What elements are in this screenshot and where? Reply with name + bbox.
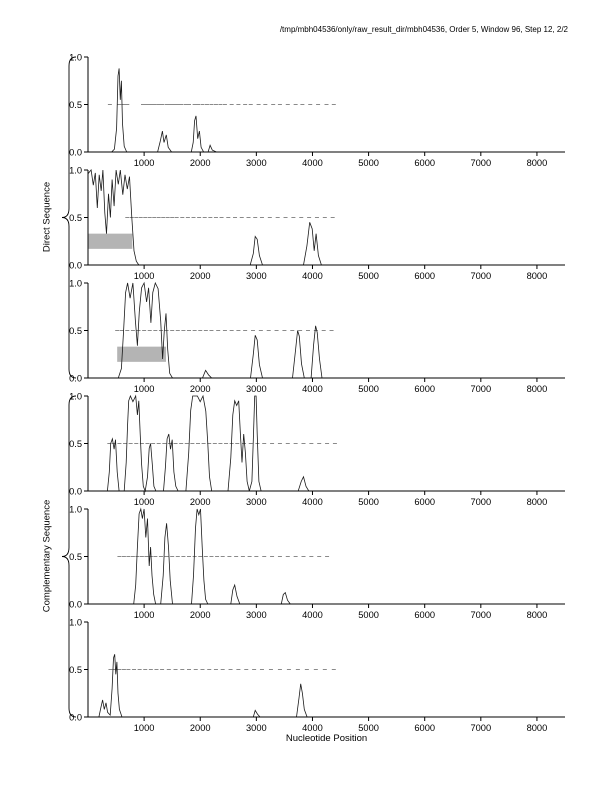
probability-curve xyxy=(88,654,565,718)
x-tick-label: 5000 xyxy=(358,384,379,394)
x-tick-label: 4000 xyxy=(302,723,323,733)
x-tick-label: 6000 xyxy=(414,384,435,394)
x-tick-label: 8000 xyxy=(527,384,548,394)
probability-curve xyxy=(87,169,565,266)
x-tick-label: 2000 xyxy=(190,384,211,394)
probability-curve xyxy=(88,281,565,379)
x-axis-label: Nucleotide Position xyxy=(285,733,368,744)
y-tick-label: 0.0 xyxy=(69,147,82,157)
x-tick-label: 1000 xyxy=(134,497,155,507)
x-tick-label: 7000 xyxy=(470,384,491,394)
x-tick-label: 3000 xyxy=(246,271,267,281)
x-tick-label: 1000 xyxy=(134,271,155,281)
y-tick-label: 0.0 xyxy=(69,599,82,609)
direct-sequence-panel-2: 0.0 0.5 1.0 1000 2000 3000 4000 5000 6000 7000 800… xyxy=(69,165,565,281)
x-tick-label: 2000 xyxy=(190,723,211,733)
x-tick-label: 3000 xyxy=(246,384,267,394)
probability-curve xyxy=(88,68,565,153)
x-tick-label: 6000 xyxy=(414,723,435,733)
x-tick-label: 3000 xyxy=(246,158,267,168)
group-label-complementary-sequence: Complementary Sequence xyxy=(41,499,53,613)
x-tick-label: 3000 xyxy=(246,497,267,507)
x-tick-label: 6000 xyxy=(414,497,435,507)
brace-complementary-sequence xyxy=(61,395,77,718)
x-tick-label: 3000 xyxy=(246,610,267,620)
y-tick-label: 0.5 xyxy=(69,213,82,223)
x-tick-label: 4000 xyxy=(302,158,323,168)
x-tick-label: 4000 xyxy=(302,497,323,507)
y-tick-label: 0.0 xyxy=(69,486,82,496)
x-tick-label: 8000 xyxy=(527,271,548,281)
x-tick-label: 6000 xyxy=(414,271,435,281)
x-tick-label: 2000 xyxy=(190,610,211,620)
gene-prediction-box xyxy=(88,233,133,249)
x-tick-label: 5000 xyxy=(358,271,379,281)
x-tick-label: 5000 xyxy=(358,610,379,620)
y-tick-label: 0.0 xyxy=(69,260,82,270)
y-tick-label: 1.0 xyxy=(69,165,82,175)
x-tick-label: 2000 xyxy=(190,158,211,168)
x-tick-label: 1000 xyxy=(134,610,155,620)
x-tick-label: 1000 xyxy=(134,384,155,394)
chart-title: /tmp/mbh04536/only/raw_result_dir/mbh045… xyxy=(279,25,568,34)
x-tick-label: 8000 xyxy=(527,610,548,620)
x-tick-label: 7000 xyxy=(470,158,491,168)
y-tick-label: 0.5 xyxy=(69,552,82,562)
y-tick-label: 1.0 xyxy=(69,278,82,288)
x-tick-label: 4000 xyxy=(302,610,323,620)
brace-direct-sequence xyxy=(61,56,77,379)
y-tick-label: 0.5 xyxy=(69,439,82,449)
x-tick-label: 7000 xyxy=(470,723,491,733)
y-tick-label: 1.0 xyxy=(69,504,82,514)
x-tick-label: 6000 xyxy=(414,158,435,168)
x-tick-label: 2000 xyxy=(190,271,211,281)
x-tick-label: 7000 xyxy=(470,271,491,281)
group-label-direct-sequence: Direct Sequence xyxy=(41,181,53,253)
x-tick-label: 4000 xyxy=(302,384,323,394)
x-tick-label: 8000 xyxy=(527,723,548,733)
x-tick-label: 2000 xyxy=(190,497,211,507)
x-tick-label: 1000 xyxy=(134,158,155,168)
x-tick-label: 7000 xyxy=(470,497,491,507)
x-tick-label: 4000 xyxy=(302,271,323,281)
x-tick-label: 7000 xyxy=(470,610,491,620)
y-tick-label: 1.0 xyxy=(69,617,82,627)
x-tick-label: 5000 xyxy=(358,723,379,733)
x-tick-label: 8000 xyxy=(527,158,548,168)
x-tick-label: 6000 xyxy=(414,610,435,620)
gene-prediction-box xyxy=(117,346,167,362)
x-tick-label: 1000 xyxy=(134,723,155,733)
x-tick-label: 8000 xyxy=(527,497,548,507)
y-tick-label: 0.5 xyxy=(69,665,82,675)
x-tick-label: 5000 xyxy=(358,158,379,168)
x-tick-label: 5000 xyxy=(358,497,379,507)
y-tick-label: 0.5 xyxy=(69,326,82,336)
complementary-sequence-panel-2: 0.0 0.5 1.0 1000 2000 3000 4000 5000 6000 7000 800… xyxy=(69,504,565,620)
x-tick-label: 3000 xyxy=(246,723,267,733)
y-tick-label: 0.5 xyxy=(69,100,82,110)
